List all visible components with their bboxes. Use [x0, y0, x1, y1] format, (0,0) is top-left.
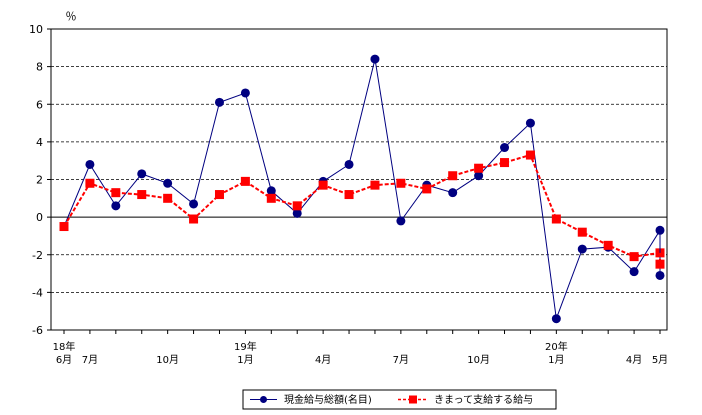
x-tick-label: 5月 — [652, 354, 668, 366]
series-2 — [59, 150, 665, 262]
data-point — [214, 190, 224, 200]
data-point — [85, 159, 95, 169]
legend-label-series-1: 現金給与総額(名目) — [284, 393, 372, 406]
data-point — [111, 188, 121, 198]
series-line — [63, 153, 661, 258]
data-point — [137, 169, 147, 179]
data-point — [474, 163, 484, 173]
data-point — [629, 252, 639, 262]
data-point — [85, 178, 95, 188]
y-tick-label: -6 — [32, 324, 43, 337]
data-point — [629, 267, 639, 277]
grid-lines — [51, 66, 667, 293]
data-point — [344, 159, 354, 169]
data-point — [603, 240, 613, 250]
data-point — [59, 222, 69, 232]
data-point — [370, 180, 380, 190]
series-layer — [59, 54, 665, 324]
x-tick-label: 20年 — [545, 340, 568, 353]
legend-marker-series-2 — [409, 395, 417, 404]
data-point — [111, 201, 121, 211]
data-point — [474, 171, 484, 181]
x-tick-label: 18年 — [53, 340, 76, 353]
x-tick-label: 1月 — [548, 354, 564, 366]
data-point — [551, 214, 561, 224]
data-point — [577, 227, 587, 237]
data-point — [214, 97, 224, 107]
data-point — [448, 188, 458, 198]
data-point — [551, 314, 561, 324]
y-tick-label: 4 — [36, 136, 43, 149]
data-point — [655, 259, 665, 269]
x-tick-label: 4月 — [315, 354, 331, 366]
data-point — [370, 54, 380, 64]
legend: 現金給与総額(名目) きまって支給する給与 — [242, 389, 557, 410]
y-tick-label: -2 — [32, 249, 43, 262]
x-tick-label: 19年 — [234, 340, 257, 353]
data-point — [422, 184, 432, 194]
data-point — [500, 143, 510, 153]
x-tick-label: 1月 — [237, 354, 253, 366]
data-point — [266, 193, 276, 203]
data-point — [189, 199, 199, 209]
y-tick-label: 10 — [29, 23, 43, 36]
data-point — [577, 244, 587, 254]
x-tick-label: 6月 — [56, 354, 72, 366]
data-point — [525, 118, 535, 128]
y-tick-label: 2 — [36, 174, 43, 187]
x-tick-label: 4月 — [626, 354, 642, 366]
data-point — [318, 180, 328, 190]
data-point — [655, 270, 665, 280]
data-point — [396, 178, 406, 188]
data-point — [240, 88, 250, 98]
y-tick-label: -4 — [32, 286, 43, 299]
data-point — [448, 171, 458, 181]
data-point — [344, 190, 354, 200]
data-point — [189, 214, 199, 224]
series-2-end — [655, 252, 665, 269]
data-point — [137, 190, 147, 200]
x-tick-label: 7月 — [393, 354, 409, 366]
data-point — [240, 176, 250, 186]
y-tick-label: 8 — [36, 61, 43, 74]
legend-marker-series-1 — [260, 396, 267, 403]
x-tick-label: 7月 — [82, 354, 98, 366]
data-point — [266, 186, 276, 196]
series-line — [63, 58, 661, 319]
data-point — [396, 216, 406, 226]
x-tick-label: 10月 — [467, 354, 490, 366]
data-point — [500, 158, 510, 168]
legend-label-series-2: きまって支給する給与 — [434, 393, 533, 406]
y-tick-label: 0 — [36, 211, 43, 224]
data-point — [525, 150, 535, 160]
data-point — [163, 178, 173, 188]
y-axis-label: ％ — [66, 10, 77, 23]
data-point — [163, 193, 173, 203]
data-point — [292, 208, 302, 218]
data-point — [292, 201, 302, 211]
y-axis: 10 8 6 4 2 0 -2 -4 -6 — [29, 23, 51, 337]
x-tick-label: 10月 — [156, 354, 179, 366]
y-tick-label: 6 — [36, 98, 43, 111]
